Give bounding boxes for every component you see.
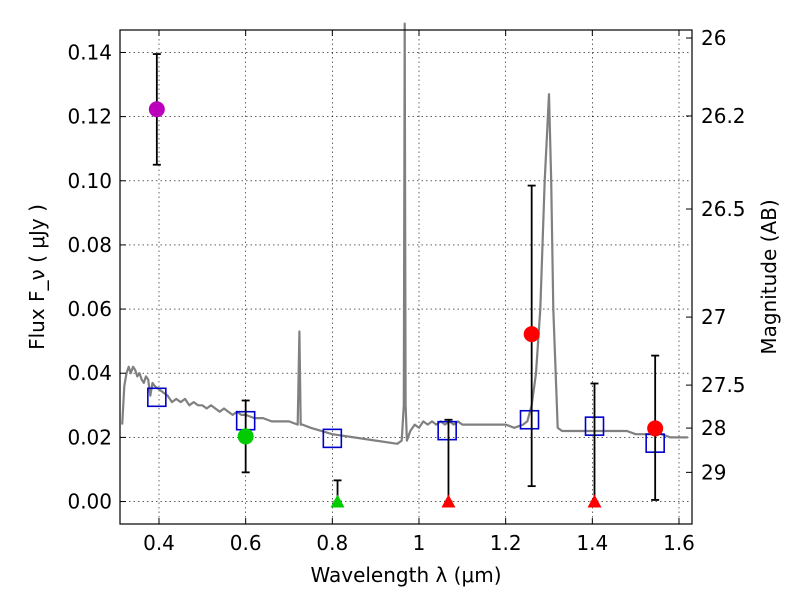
plot-frame [119, 29, 693, 525]
detection-point [647, 420, 664, 437]
right-tick-label: 27.5 [701, 373, 746, 397]
right-tick-label: 29 [701, 460, 726, 484]
y-tick-label: 0.14 [67, 40, 112, 64]
upper-limit-triangle [330, 494, 345, 508]
x-tick-label: 1.4 [576, 531, 608, 555]
y-tick-label: 0.00 [67, 490, 112, 514]
right-tick-label: 28 [701, 416, 726, 440]
model-photometry-square [519, 409, 540, 430]
x-tick-label: 1 [413, 531, 426, 555]
x-tick-label: 0.4 [143, 531, 175, 555]
y-tick-label: 0.08 [67, 233, 112, 257]
detection-point [237, 428, 254, 445]
y-tick-label: 0.02 [67, 425, 112, 449]
y-tick-label: 0.06 [67, 297, 112, 321]
x-tick-label: 1.2 [490, 531, 522, 555]
data-series [121, 22, 688, 508]
right-tick-label: 26.2 [701, 104, 746, 128]
right-tick-label: 26 [701, 26, 726, 50]
right-tick-label: 27 [701, 305, 726, 329]
model-photometry-square [437, 420, 457, 441]
model-photometry-square [322, 428, 343, 449]
detection-point [148, 101, 165, 118]
model-photometry-square [147, 387, 167, 408]
right-axis-label: Magnitude (AB) [757, 199, 781, 354]
y-axis-label: Flux F_ν ( μJy ) [25, 204, 49, 350]
upper-limit-triangle [587, 494, 602, 508]
x-tick-label: 0.6 [230, 531, 262, 555]
y-tick-label: 0.10 [67, 169, 112, 193]
y-tick-label: 0.04 [67, 361, 112, 385]
right-tick-label: 26.5 [701, 197, 746, 221]
upper-limit-triangle [441, 494, 456, 508]
x-tick-label: 1.6 [663, 531, 695, 555]
y-tick-label: 0.12 [67, 105, 112, 129]
x-tick-label: 0.8 [316, 531, 348, 555]
axis-ticks: 0.4 0.6 0.8 1 1.2 1.4 1.6 0.00 0.02 0.04 0.06 0.08 0… [67, 26, 745, 555]
detection-point [523, 326, 540, 343]
sed-model-line [121, 22, 688, 445]
x-axis-label: Wavelength λ (μm) [310, 563, 501, 587]
